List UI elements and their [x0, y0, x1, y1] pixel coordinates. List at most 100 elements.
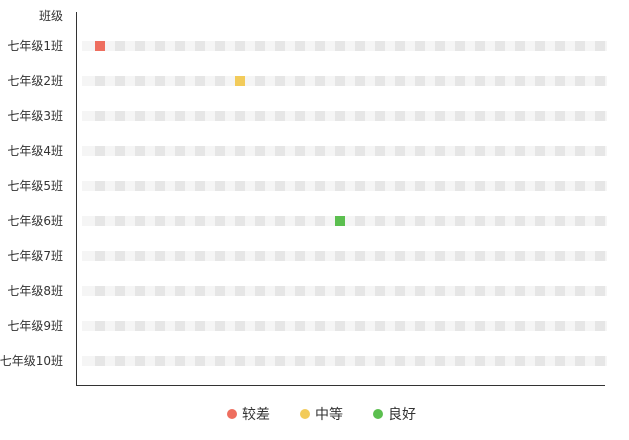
heatmap-cell: [335, 286, 345, 296]
heatmap-cell: [335, 321, 345, 331]
heatmap-row: 七年级5班: [7, 179, 607, 193]
heatmap-cell: [175, 286, 185, 296]
heatmap-cell: [275, 41, 285, 51]
heatmap-cell: [495, 251, 505, 261]
heatmap-cell: [195, 216, 205, 226]
heatmap-cell: [315, 216, 325, 226]
chart-rows: 七年级1班七年级2班七年级3班七年级4班七年级5班七年级6班七年级7班七年级8班…: [0, 39, 607, 368]
heatmap-cell: [235, 286, 245, 296]
heatmap-cell: [395, 146, 405, 156]
legend-item[interactable]: 良好: [373, 407, 416, 423]
heatmap-cell: [515, 321, 525, 331]
heatmap-cell: [515, 146, 525, 156]
heatmap-cell: [195, 251, 205, 261]
heatmap-cell: [155, 286, 165, 296]
heatmap-cell: [235, 181, 245, 191]
y-tick-label: 七年级2班: [7, 74, 63, 88]
heatmap-cell: [555, 111, 565, 121]
legend-item[interactable]: 较差: [227, 407, 270, 423]
heatmap-cell-highlighted[interactable]: [95, 41, 105, 51]
heatmap-cell: [315, 146, 325, 156]
heatmap-cell: [575, 76, 585, 86]
heatmap-cell: [435, 41, 445, 51]
heatmap-cell: [195, 321, 205, 331]
heatmap-cell: [95, 146, 105, 156]
heatmap-cell: [135, 76, 145, 86]
heatmap-cell: [375, 251, 385, 261]
heatmap-cell: [295, 356, 305, 366]
y-tick-label: 七年级10班: [0, 354, 63, 368]
heatmap-cell: [575, 286, 585, 296]
heatmap-cell: [315, 321, 325, 331]
legend-marker: [227, 409, 237, 419]
heatmap-cell: [275, 251, 285, 261]
heatmap-cell: [95, 286, 105, 296]
heatmap-cell: [195, 356, 205, 366]
heatmap-cell: [575, 321, 585, 331]
heatmap-cell: [135, 41, 145, 51]
heatmap-cell: [515, 181, 525, 191]
heatmap-cell: [235, 356, 245, 366]
heatmap-cell: [195, 181, 205, 191]
heatmap-cell: [415, 356, 425, 366]
heatmap-cell: [535, 76, 545, 86]
legend-label: 中等: [315, 406, 343, 423]
y-tick-label: 七年级8班: [7, 284, 63, 298]
heatmap-cell: [475, 356, 485, 366]
heatmap-cell: [135, 216, 145, 226]
heatmap-row: 七年级4班: [7, 144, 607, 158]
heatmap-cell: [435, 216, 445, 226]
heatmap-cell: [455, 111, 465, 121]
heatmap-cell: [455, 181, 465, 191]
heatmap-cell: [175, 356, 185, 366]
heatmap-cell: [255, 286, 265, 296]
heatmap-cell: [355, 216, 365, 226]
heatmap-cell: [355, 111, 365, 121]
heatmap-cell: [495, 76, 505, 86]
heatmap-cell: [315, 111, 325, 121]
heatmap-cell: [255, 41, 265, 51]
heatmap-cell: [415, 111, 425, 121]
heatmap-cell: [355, 356, 365, 366]
heatmap-cell: [595, 216, 605, 226]
heatmap-cell: [415, 181, 425, 191]
heatmap-cell: [155, 41, 165, 51]
heatmap-cell: [175, 181, 185, 191]
legend: 较差 中等 良好: [227, 406, 416, 423]
heatmap-cell: [515, 356, 525, 366]
heatmap-cell: [475, 146, 485, 156]
heatmap-cell: [375, 356, 385, 366]
y-tick-label: 七年级4班: [7, 144, 63, 158]
heatmap-cell: [175, 251, 185, 261]
heatmap-cell: [375, 181, 385, 191]
heatmap-cell: [395, 321, 405, 331]
heatmap-cell: [575, 251, 585, 261]
heatmap-cell: [595, 321, 605, 331]
y-tick-label: 七年级3班: [7, 109, 63, 123]
heatmap-cell: [335, 111, 345, 121]
heatmap-cell: [255, 146, 265, 156]
heatmap-cell: [595, 41, 605, 51]
heatmap-cell-highlighted[interactable]: [335, 216, 345, 226]
legend-item[interactable]: 中等: [300, 406, 343, 423]
heatmap-row: 七年级6班: [7, 214, 607, 228]
heatmap-cell: [515, 76, 525, 86]
heatmap-cell: [315, 251, 325, 261]
heatmap-cell: [215, 286, 225, 296]
heatmap-cell: [475, 286, 485, 296]
heatmap-cell: [135, 321, 145, 331]
heatmap-cell: [435, 181, 445, 191]
heatmap-cell: [415, 321, 425, 331]
heatmap-cell: [275, 216, 285, 226]
heatmap-cell: [215, 216, 225, 226]
heatmap-cell: [415, 286, 425, 296]
heatmap-cell: [375, 146, 385, 156]
heatmap-cell: [475, 111, 485, 121]
heatmap-cell: [275, 356, 285, 366]
heatmap-cell-highlighted[interactable]: [235, 76, 245, 86]
heatmap-cell: [275, 76, 285, 86]
heatmap-cell: [475, 321, 485, 331]
heatmap-cell: [435, 111, 445, 121]
heatmap-cell: [155, 251, 165, 261]
heatmap-cell: [535, 356, 545, 366]
